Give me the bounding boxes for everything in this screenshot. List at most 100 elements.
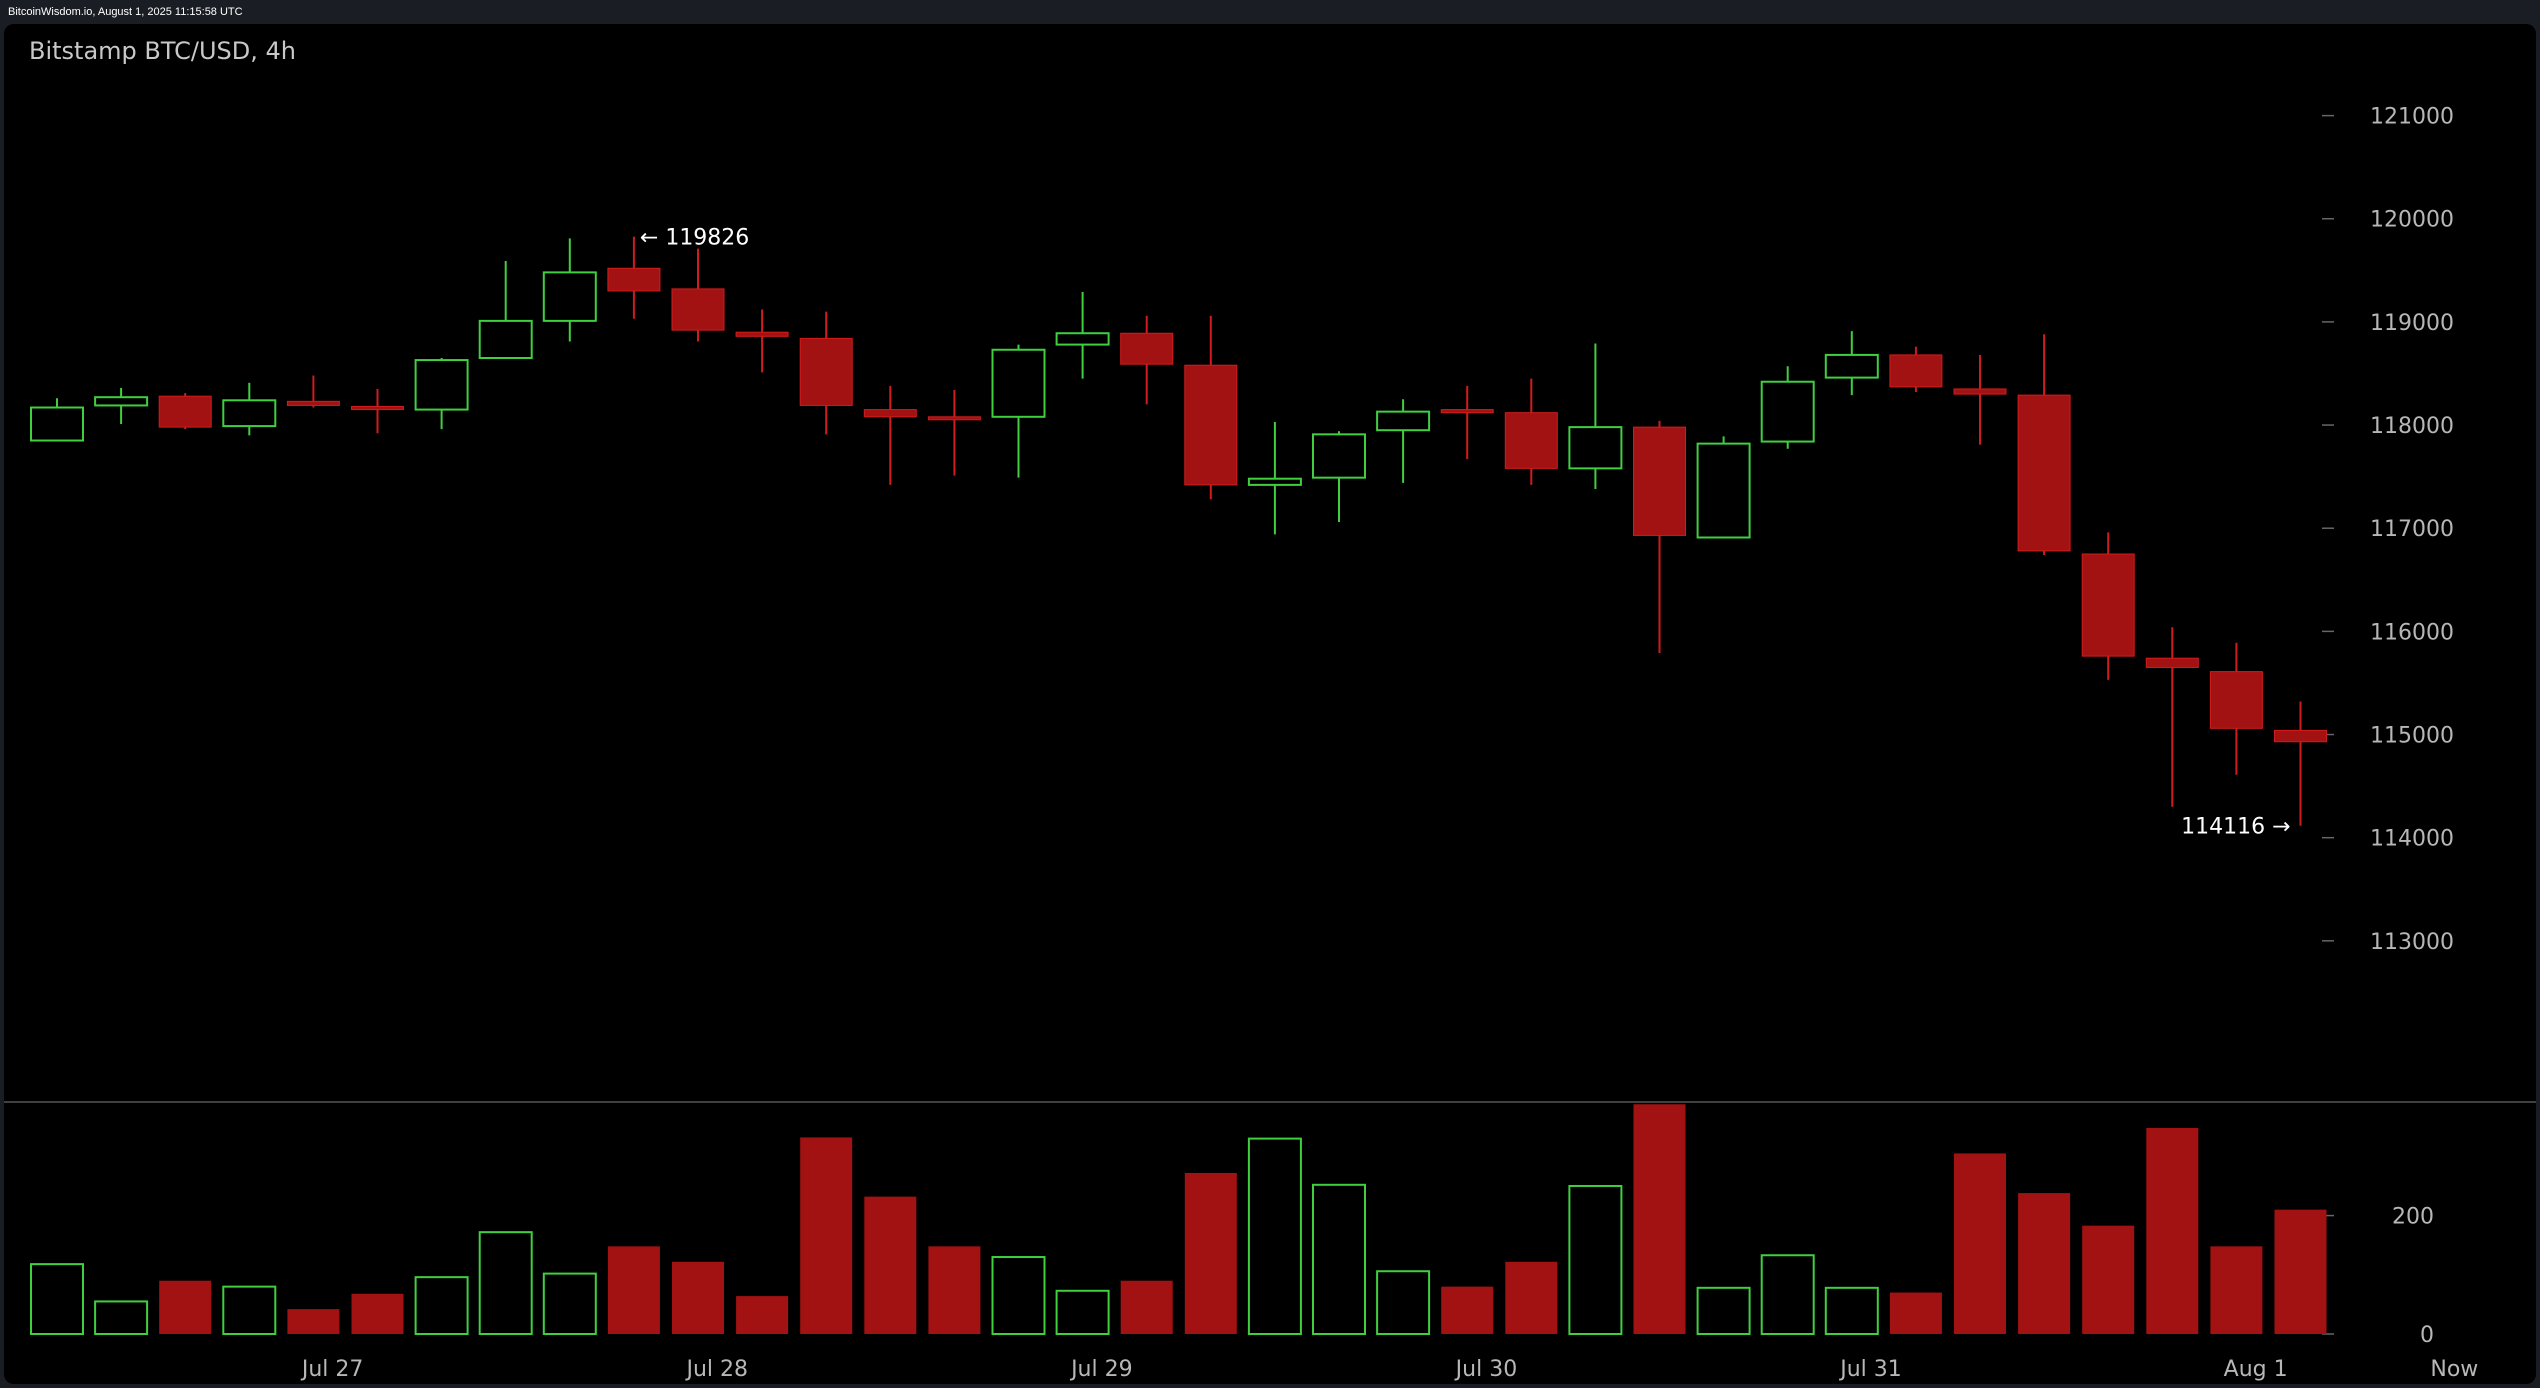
price-tick-label: 113000 — [2370, 930, 2454, 955]
volume-bar-up — [222, 1285, 277, 1336]
price-tick-label: 115000 — [2370, 724, 2454, 749]
volume-bar-down — [736, 1296, 789, 1334]
volume-bar-down — [672, 1261, 724, 1334]
time-tick-label: Jul 29 — [1069, 1357, 1133, 1382]
candle-body-down — [2145, 657, 2199, 668]
candle-body-down — [799, 337, 853, 406]
price-annotation: ← 119826 — [640, 226, 749, 251]
candle-body-up — [542, 271, 597, 322]
volume-bar-up — [1055, 1289, 1110, 1336]
price-tick-label: 118000 — [2370, 414, 2454, 439]
source-timestamp: BitcoinWisdom.io, August 1, 2025 11:15:5… — [8, 6, 243, 18]
volume-bar-down — [1441, 1286, 1494, 1334]
candle-body-up — [1312, 433, 1366, 479]
volume-bar-down — [1505, 1261, 1558, 1334]
volume-tick-label: 0 — [2420, 1323, 2434, 1348]
candle-body-down — [671, 288, 725, 331]
volume-bar-up — [478, 1231, 533, 1335]
price-tick-label: 119000 — [2370, 311, 2454, 336]
candle-body-up — [478, 319, 533, 359]
price-annotation: 114116 → — [2181, 815, 2290, 840]
candle-body-down — [1184, 364, 1238, 486]
volume-bar-down — [2146, 1127, 2199, 1334]
volume-bar-down — [864, 1196, 917, 1334]
price-tick-label: 121000 — [2370, 105, 2454, 130]
volume-bar-down — [800, 1137, 853, 1334]
volume-bar-down — [2274, 1209, 2327, 1334]
time-tick-label: Jul 27 — [300, 1357, 364, 1382]
candle-body-down — [1889, 354, 1943, 388]
volume-axis: 0 200 — [2322, 1205, 2434, 1348]
price-tick-label: 117000 — [2370, 517, 2454, 542]
volume-bars — [30, 1104, 2327, 1336]
candle-body-down — [1440, 409, 1494, 414]
volume-bar-up — [30, 1263, 84, 1336]
volume-bar-up — [414, 1276, 469, 1335]
volume-bar-up — [991, 1256, 1046, 1336]
candle-body-down — [927, 416, 981, 421]
price-annotations: ← 119826 114116 → — [640, 226, 2291, 840]
candle-body-down — [1953, 388, 2007, 395]
candle-body-up — [222, 399, 277, 428]
volume-bar-down — [1120, 1280, 1173, 1334]
volume-tick-label: 200 — [2392, 1205, 2434, 1230]
chart-title: Bitstamp BTC/USD, 4h — [29, 37, 296, 65]
candle-body-up — [1824, 353, 1879, 379]
chart-panel[interactable]: Bitstamp BTC/USD, 4h 113000 114000 115000 1… — [4, 24, 2536, 1384]
volume-bar-up — [542, 1272, 597, 1335]
candle-body-up — [30, 406, 84, 442]
candle-body-up — [1760, 380, 1815, 443]
price-axis: 113000 114000 115000 116000 117000 118000 1190… — [2322, 105, 2454, 955]
candle-body-down — [1504, 412, 1558, 469]
volume-bar-down — [1633, 1104, 1686, 1334]
top-status-bar: BitcoinWisdom.io, August 1, 2025 11:15:5… — [0, 0, 2540, 24]
time-tick-label: Jul 28 — [684, 1357, 748, 1382]
time-tick-label: Jul 30 — [1454, 1357, 1518, 1382]
candle-body-up — [1055, 332, 1110, 346]
volume-bar-down — [1184, 1172, 1237, 1334]
volume-bar-down — [1954, 1153, 2006, 1334]
candle-body-down — [286, 400, 340, 406]
volume-bar-up — [1696, 1286, 1751, 1336]
volume-bar-down — [159, 1280, 212, 1334]
candle-body-up — [991, 348, 1046, 418]
candle-body-down — [607, 267, 661, 292]
candle-body-down — [158, 395, 212, 428]
price-candles — [30, 236, 2327, 826]
volume-bar-down — [287, 1309, 340, 1334]
candle-body-down — [351, 405, 404, 411]
candle-body-up — [1568, 426, 1623, 470]
volume-bar-up — [1824, 1286, 1879, 1336]
candle-body-down — [2274, 729, 2327, 743]
candle-body-down — [735, 331, 789, 337]
time-axis: Jul 27 Jul 28 Jul 29 Jul 30 Jul 31 Aug 1 Now — [300, 1357, 2478, 1382]
candle-body-down — [863, 409, 917, 418]
candle-body-up — [1696, 442, 1751, 539]
candlestick-chart[interactable]: Bitstamp BTC/USD, 4h 1130001140001150001… — [4, 24, 2536, 1384]
volume-bar-up — [1312, 1183, 1366, 1335]
volume-bar-down — [607, 1246, 660, 1334]
volume-bar-down — [351, 1293, 404, 1334]
candle-body-up — [94, 396, 149, 407]
candle-body-down — [2017, 394, 2071, 552]
volume-bar-up — [1376, 1270, 1431, 1335]
candle-body-down — [2081, 553, 2135, 657]
candle-body-down — [1120, 332, 1174, 365]
price-tick-label: 114000 — [2370, 827, 2454, 852]
candle-body-up — [1376, 410, 1431, 432]
volume-bar-down — [928, 1246, 981, 1334]
volume-bar-up — [1568, 1184, 1623, 1335]
candle-body-up — [1247, 477, 1302, 486]
volume-bar-up — [94, 1300, 149, 1335]
volume-bar-up — [1247, 1137, 1302, 1335]
price-tick-label: 120000 — [2370, 208, 2454, 233]
price-tick-label: 116000 — [2370, 620, 2454, 645]
volume-bar-down — [2210, 1246, 2263, 1334]
candle-body-down — [1633, 426, 1686, 536]
volume-bar-down — [2018, 1193, 2071, 1334]
time-tick-label: Jul 31 — [1838, 1357, 1902, 1382]
time-tick-label: Aug 1 — [2224, 1357, 2288, 1382]
candle-body-up — [414, 359, 469, 411]
volume-bar-down — [2082, 1225, 2135, 1334]
time-tick-label: Now — [2430, 1357, 2478, 1382]
